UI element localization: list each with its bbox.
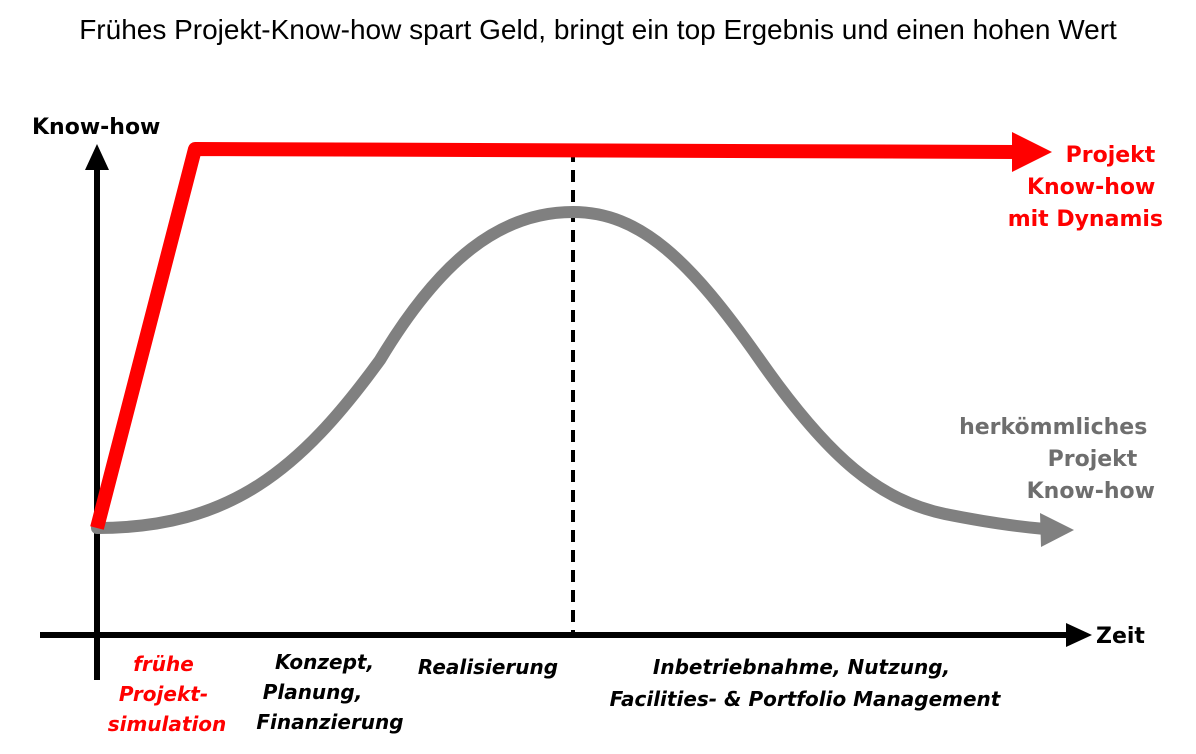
traditional-label-line: Know-how (1027, 479, 1155, 504)
x-axis-arrowhead (1066, 623, 1092, 647)
dynamis-knowhow-curve (90, 142, 1019, 530)
traditional-curve-arrowhead (1040, 513, 1074, 547)
phase-line: Planung, (263, 680, 363, 704)
phase-line: Inbetriebnahme, Nutzung, (653, 655, 950, 679)
traditional-curve-label: herkömmliches Projekt Know-how (959, 415, 1155, 504)
phase-line: Facilities- & Portfolio Management (610, 687, 1002, 711)
traditional-label-line: herkömmliches (959, 415, 1147, 440)
phase-line: frühe (133, 652, 194, 676)
phase-label-realization: Realisierung (418, 655, 558, 679)
phase-line: Projekt- (119, 682, 208, 706)
dynamis-label-line: Know-how (1027, 175, 1155, 200)
diagram-title: Frühes Projekt-Know-how spart Geld, brin… (79, 14, 1117, 45)
y-axis-arrowhead (85, 144, 109, 170)
phase-line: Realisierung (418, 655, 558, 679)
x-axis-label: Zeit (1096, 624, 1145, 649)
phase-label-concept-planning: Konzept, Planung, Finanzierung (256, 650, 403, 734)
phase-line: simulation (108, 712, 227, 736)
traditional-knowhow-curve (91, 205, 1051, 535)
phase-line: Finanzierung (256, 710, 403, 734)
dynamis-curve-label: Projekt Know-how mit Dynamis (1008, 143, 1163, 232)
phase-line: Konzept, (275, 650, 374, 674)
dynamis-label-line: Projekt (1066, 143, 1156, 168)
dynamis-label-line: mit Dynamis (1008, 207, 1163, 232)
phase-label-early-simulation: frühe Projekt- simulation (108, 652, 227, 736)
phase-label-operation: Inbetriebnahme, Nutzung, Facilities- & P… (610, 655, 1002, 711)
y-axis-label: Know-how (32, 115, 160, 140)
dynamis-curve-arrowhead (1012, 132, 1052, 172)
traditional-label-line: Projekt (1048, 447, 1138, 472)
